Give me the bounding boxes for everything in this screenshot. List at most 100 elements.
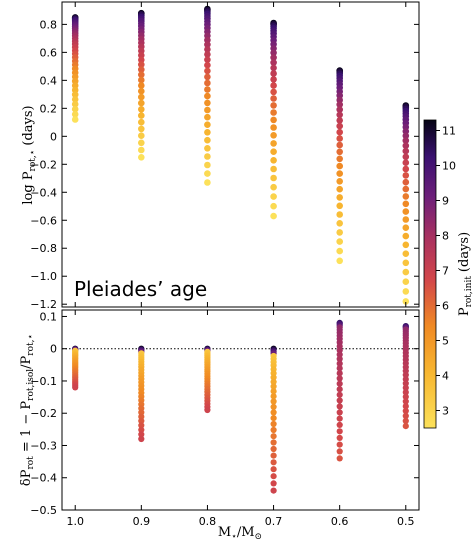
data-point bbox=[402, 224, 410, 231]
data-point bbox=[270, 165, 277, 173]
data-point bbox=[402, 216, 410, 223]
data-point bbox=[71, 105, 79, 113]
data-point bbox=[336, 351, 343, 358]
data-point bbox=[402, 147, 410, 155]
data-point bbox=[71, 100, 79, 108]
data-point bbox=[336, 211, 344, 218]
data-point bbox=[138, 422, 145, 429]
data-point bbox=[71, 111, 79, 118]
data-point bbox=[336, 347, 343, 354]
data-point bbox=[402, 268, 410, 276]
data-point bbox=[336, 386, 343, 393]
data-point bbox=[270, 88, 277, 96]
bottom-ylabel-sub1: rot bbox=[26, 456, 36, 470]
data-point bbox=[204, 406, 211, 414]
data-point bbox=[402, 178, 410, 186]
colorbar-ticks: 3 4 5 6 7 8 9 10 11 bbox=[436, 125, 456, 418]
y-tick-label: 0.2 bbox=[40, 102, 58, 115]
data-point bbox=[270, 452, 277, 459]
data-point bbox=[336, 170, 344, 177]
data-point bbox=[402, 412, 409, 420]
data-point bbox=[270, 378, 277, 385]
data-point bbox=[336, 370, 343, 377]
colorbar-tick-label: 8 bbox=[442, 230, 449, 243]
data-point bbox=[336, 375, 343, 382]
data-point bbox=[204, 99, 211, 107]
data-point bbox=[204, 67, 211, 75]
y-tick-label: −0.3 bbox=[30, 439, 57, 452]
xlabel-slash: /M bbox=[237, 525, 255, 540]
xlabel-main: M bbox=[218, 525, 231, 540]
data-point bbox=[204, 121, 211, 128]
x-tick-label: 0.8 bbox=[199, 515, 217, 528]
data-point bbox=[270, 383, 277, 390]
data-point bbox=[270, 64, 277, 72]
data-point bbox=[138, 71, 145, 78]
data-point bbox=[204, 129, 211, 136]
data-point bbox=[138, 99, 145, 107]
x-tick-label: 0.7 bbox=[265, 515, 283, 528]
data-point bbox=[270, 109, 277, 116]
data-point bbox=[270, 393, 277, 400]
data-point bbox=[270, 480, 277, 487]
data-point bbox=[402, 398, 409, 405]
data-point bbox=[270, 445, 277, 453]
y-tick-label: 0.1 bbox=[40, 310, 58, 323]
data-point bbox=[336, 155, 344, 163]
data-point bbox=[138, 431, 145, 438]
data-point bbox=[336, 455, 343, 462]
colorbar-tick-label: 4 bbox=[442, 370, 449, 383]
bottom-axes-frame bbox=[61, 309, 420, 511]
data-point bbox=[138, 146, 145, 154]
data-point bbox=[138, 76, 145, 84]
data-point bbox=[270, 370, 277, 377]
data-point bbox=[204, 145, 211, 152]
data-point bbox=[270, 157, 277, 164]
data-point bbox=[270, 426, 277, 434]
data-point bbox=[270, 473, 277, 480]
data-point bbox=[204, 51, 211, 58]
data-point bbox=[336, 106, 344, 113]
data-point bbox=[402, 407, 409, 415]
data-point bbox=[402, 159, 410, 166]
data-point bbox=[270, 415, 277, 422]
y-tick-label: −0.2 bbox=[30, 407, 57, 420]
data-point bbox=[402, 423, 409, 430]
data-point bbox=[402, 172, 410, 179]
colorbar-label-main: P bbox=[457, 307, 472, 316]
data-point bbox=[336, 257, 344, 265]
colorbar-tick-label: 5 bbox=[442, 335, 449, 348]
data-point bbox=[204, 136, 211, 144]
bottom-ylabel-slash: /P bbox=[19, 355, 34, 368]
y-tick-label: −0.1 bbox=[30, 375, 57, 388]
data-point bbox=[336, 96, 344, 104]
data-point bbox=[270, 59, 277, 66]
data-point bbox=[204, 61, 211, 69]
data-point bbox=[336, 448, 343, 455]
data-point bbox=[402, 200, 410, 208]
data-point bbox=[336, 360, 343, 367]
data-point bbox=[270, 388, 277, 395]
data-point bbox=[402, 380, 409, 387]
data-point bbox=[336, 220, 344, 227]
colorbar-label-sub: rot,init bbox=[464, 276, 474, 308]
data-point bbox=[336, 397, 343, 404]
data-point bbox=[336, 428, 343, 435]
top-panel: 0.8 0.6 0.4 0.2 0 −0.2 −0.4 −0.6 −0.8 −1.0 −1.2 Pl… bbox=[21, 1, 420, 311]
bottom-ylabel-sub2: rot,isol bbox=[26, 369, 36, 401]
data-point bbox=[336, 111, 344, 119]
data-point bbox=[336, 202, 344, 210]
data-point bbox=[402, 288, 410, 295]
data-point bbox=[204, 79, 211, 87]
data-point bbox=[138, 435, 145, 443]
data-point bbox=[270, 487, 277, 494]
data-point bbox=[204, 153, 211, 160]
data-point bbox=[138, 139, 145, 147]
data-point bbox=[402, 142, 410, 149]
data-point bbox=[204, 46, 211, 53]
data-point bbox=[138, 132, 145, 139]
data-point bbox=[270, 193, 277, 200]
data-point bbox=[336, 117, 344, 124]
data-point bbox=[138, 125, 145, 133]
